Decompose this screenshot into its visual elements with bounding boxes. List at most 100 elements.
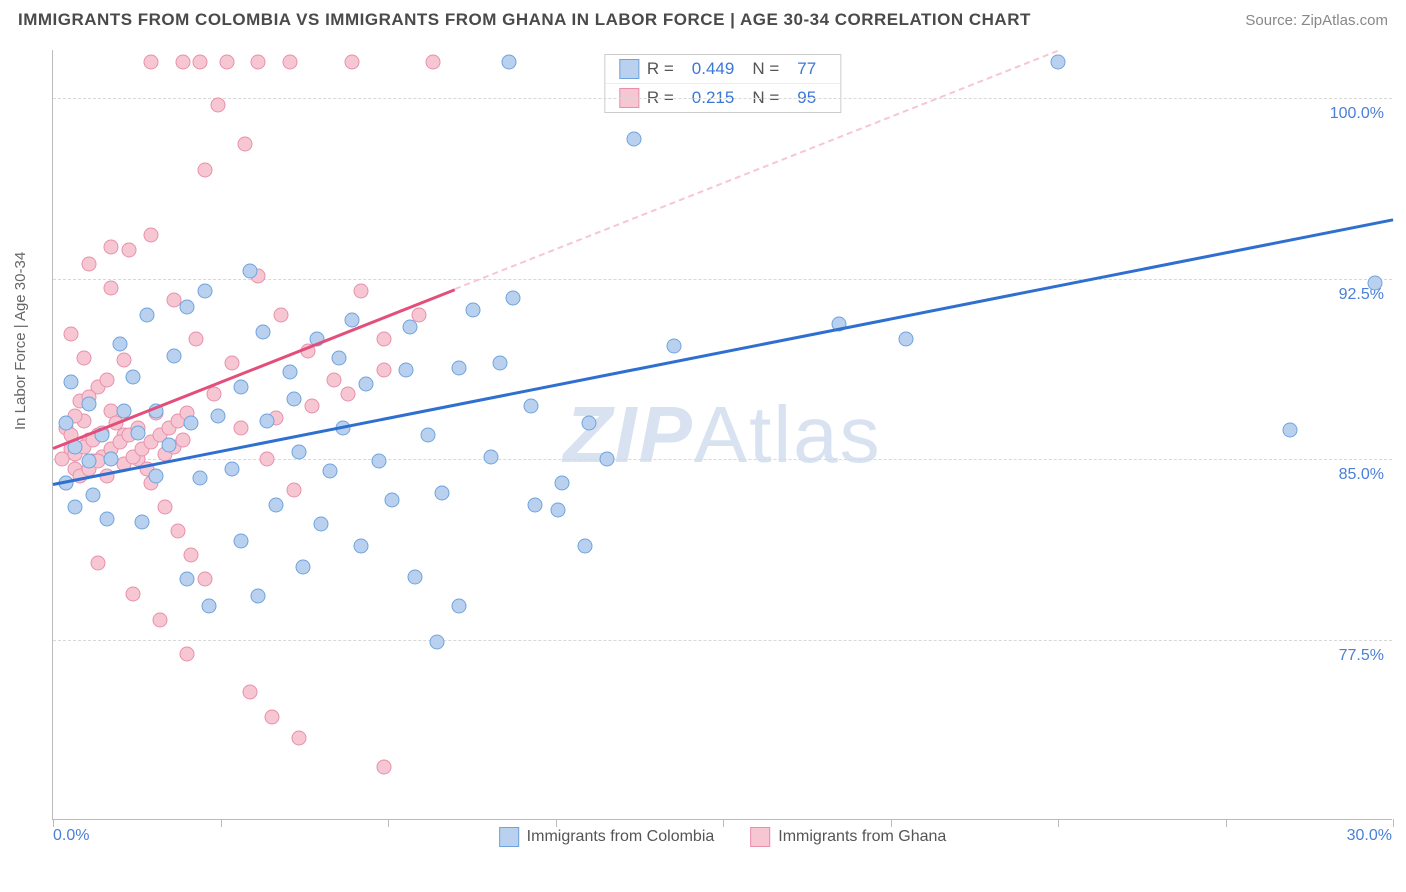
data-point-colombia: [59, 415, 74, 430]
data-point-colombia: [398, 363, 413, 378]
data-point-colombia: [211, 408, 226, 423]
data-point-colombia: [599, 452, 614, 467]
data-point-ghana: [242, 685, 257, 700]
legend: Immigrants from Colombia Immigrants from…: [499, 827, 947, 847]
data-point-colombia: [421, 428, 436, 443]
data-point-colombia: [626, 132, 641, 147]
data-point-colombia: [322, 464, 337, 479]
data-point-ghana: [376, 363, 391, 378]
data-point-colombia: [452, 598, 467, 613]
data-point-colombia: [550, 502, 565, 517]
data-point-ghana: [81, 257, 96, 272]
data-point-ghana: [220, 55, 235, 70]
data-point-ghana: [206, 387, 221, 402]
data-point-colombia: [345, 312, 360, 327]
data-point-colombia: [269, 497, 284, 512]
data-point-ghana: [197, 572, 212, 587]
data-point-colombia: [184, 415, 199, 430]
data-point-colombia: [148, 468, 163, 483]
y-tick-label: 100.0%: [1330, 105, 1384, 123]
data-point-colombia: [465, 302, 480, 317]
data-point-colombia: [81, 454, 96, 469]
data-point-colombia: [430, 634, 445, 649]
data-point-colombia: [139, 307, 154, 322]
data-point-ghana: [63, 326, 78, 341]
data-point-colombia: [407, 569, 422, 584]
data-point-colombia: [528, 497, 543, 512]
data-point-colombia: [358, 377, 373, 392]
swatch-colombia: [619, 59, 639, 79]
data-point-ghana: [273, 307, 288, 322]
data-point-colombia: [99, 512, 114, 527]
data-point-colombia: [81, 396, 96, 411]
x-tick-mark: [1393, 819, 1394, 827]
data-point-ghana: [224, 355, 239, 370]
data-point-colombia: [104, 452, 119, 467]
data-point-colombia: [523, 399, 538, 414]
data-point-ghana: [104, 281, 119, 296]
data-point-colombia: [385, 492, 400, 507]
gridline: [53, 640, 1392, 641]
data-point-colombia: [403, 319, 418, 334]
y-axis-label: In Labor Force | Age 30-34: [12, 252, 29, 430]
trendline-ghana: [52, 288, 455, 450]
data-point-colombia: [126, 370, 141, 385]
data-point-ghana: [121, 242, 136, 257]
source-label: Source:: [1245, 12, 1297, 29]
data-point-colombia: [555, 476, 570, 491]
data-point-colombia: [180, 300, 195, 315]
data-point-colombia: [577, 538, 592, 553]
data-point-colombia: [501, 55, 516, 70]
data-point-ghana: [104, 240, 119, 255]
data-point-colombia: [354, 538, 369, 553]
data-point-ghana: [197, 163, 212, 178]
data-point-ghana: [291, 731, 306, 746]
data-point-colombia: [372, 454, 387, 469]
legend-item-ghana: Immigrants from Ghana: [750, 827, 946, 847]
data-point-ghana: [175, 55, 190, 70]
data-point-ghana: [376, 331, 391, 346]
legend-label-colombia: Immigrants from Colombia: [527, 828, 715, 846]
x-tick-mark: [891, 819, 892, 827]
trendline-colombia: [53, 218, 1394, 486]
data-point-ghana: [376, 760, 391, 775]
data-point-colombia: [282, 365, 297, 380]
x-tick-label: 0.0%: [53, 827, 89, 845]
source-attribution: Source: ZipAtlas.com: [1245, 12, 1388, 29]
data-point-ghana: [126, 586, 141, 601]
data-point-colombia: [197, 283, 212, 298]
data-point-ghana: [144, 55, 159, 70]
x-tick-mark: [388, 819, 389, 827]
data-point-ghana: [193, 55, 208, 70]
legend-swatch-colombia: [499, 827, 519, 847]
data-point-colombia: [251, 589, 266, 604]
y-tick-label: 77.5%: [1339, 647, 1384, 665]
data-point-colombia: [434, 485, 449, 500]
data-point-colombia: [314, 517, 329, 532]
watermark: ZIPAtlas: [563, 389, 881, 481]
data-point-ghana: [211, 98, 226, 113]
data-point-ghana: [282, 55, 297, 70]
legend-label-ghana: Immigrants from Ghana: [778, 828, 946, 846]
data-point-ghana: [99, 372, 114, 387]
x-tick-mark: [1226, 819, 1227, 827]
legend-swatch-ghana: [750, 827, 770, 847]
data-point-colombia: [291, 444, 306, 459]
data-point-colombia: [483, 449, 498, 464]
data-point-colombia: [666, 338, 681, 353]
data-point-ghana: [287, 483, 302, 498]
data-point-colombia: [1283, 423, 1298, 438]
data-point-colombia: [68, 500, 83, 515]
data-point-ghana: [327, 372, 342, 387]
x-tick-mark: [53, 819, 54, 827]
data-point-colombia: [452, 360, 467, 375]
data-point-colombia: [1051, 55, 1066, 70]
data-point-ghana: [188, 331, 203, 346]
data-point-colombia: [233, 533, 248, 548]
data-point-colombia: [130, 425, 145, 440]
data-point-colombia: [86, 488, 101, 503]
data-point-ghana: [251, 55, 266, 70]
data-point-colombia: [63, 375, 78, 390]
data-point-ghana: [153, 613, 168, 628]
correlation-stats-box: R = 0.449 N = 77 R = 0.215 N = 95: [604, 54, 841, 113]
